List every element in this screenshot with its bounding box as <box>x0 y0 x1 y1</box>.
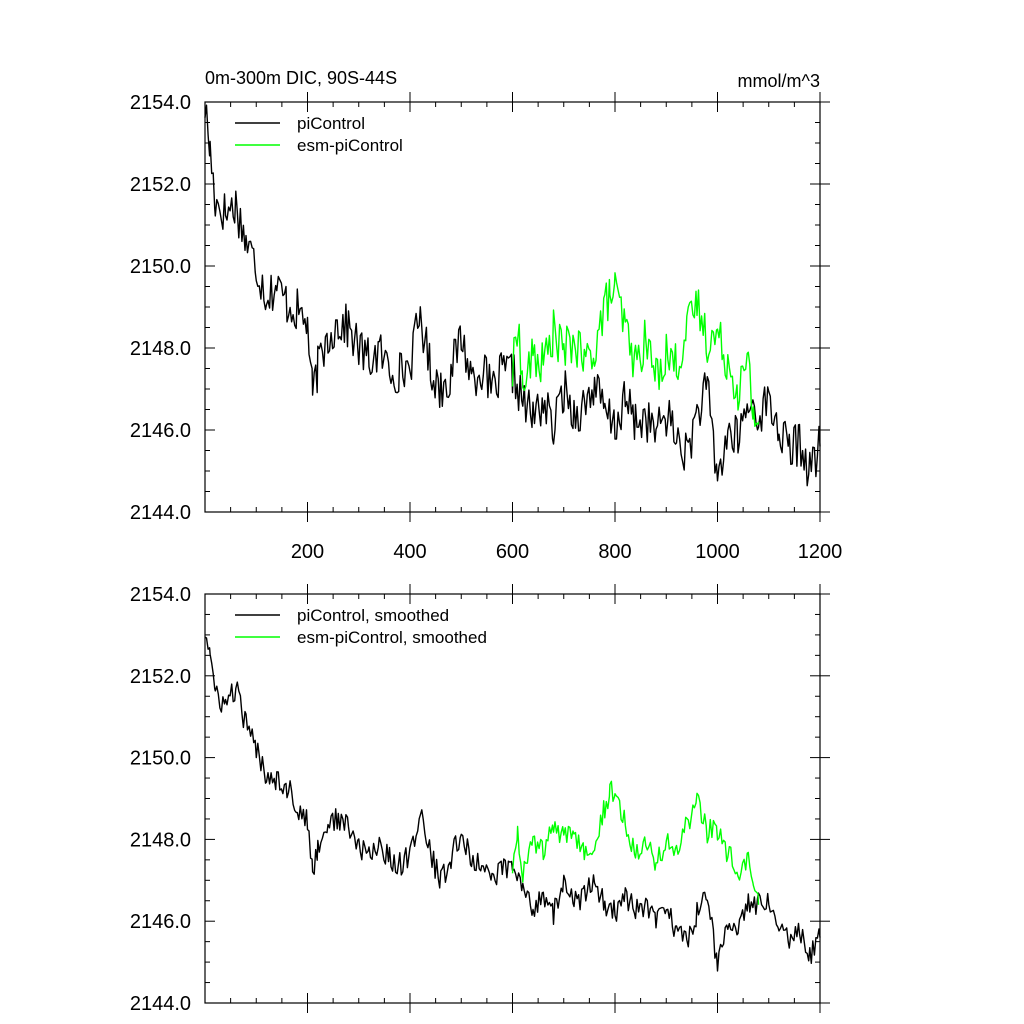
y-tick-label: 2150.0 <box>130 748 191 770</box>
legend-label: esm-piControl, smoothed <box>297 628 487 647</box>
y-tick-label: 2146.0 <box>130 420 191 442</box>
legend-label: piControl, smoothed <box>297 606 449 625</box>
x-tick-label: 600 <box>496 541 529 563</box>
chart-title: 0m-300m DIC, 90S-44S <box>205 68 397 88</box>
y-tick-label: 2152.0 <box>130 174 191 196</box>
y-tick-label: 2150.0 <box>130 256 191 278</box>
x-tick-label: 200 <box>291 541 324 563</box>
y-tick-label: 2148.0 <box>130 338 191 360</box>
y-tick-label: 2154.0 <box>130 92 191 114</box>
y-tick-label: 2148.0 <box>130 829 191 851</box>
plot-frame <box>204 593 821 1004</box>
x-tick-label: 800 <box>598 541 631 563</box>
legend-label: esm-piControl <box>297 136 403 155</box>
chart-units: mmol/m^3 <box>738 71 820 91</box>
y-tick-label: 2152.0 <box>130 666 191 688</box>
x-tick-label: 400 <box>393 541 426 563</box>
y-tick-label: 2146.0 <box>130 911 191 933</box>
series-line-2 <box>511 272 760 427</box>
chart-panel-2: 2144.0 2146.0 2148.0 2150.0 2152.0 2154.0 piCo… <box>130 584 830 1015</box>
series-line-1 <box>204 636 821 972</box>
x-tick-label: 1200 <box>798 541 843 563</box>
series-line-1 <box>204 104 821 487</box>
y-tick-label: 2144.0 <box>130 993 191 1015</box>
y-tick-label: 2154.0 <box>130 584 191 606</box>
series-line-2 <box>511 780 760 905</box>
x-tick-label: 1000 <box>695 541 740 563</box>
legend-label: piControl <box>297 114 365 133</box>
y-tick-label: 2144.0 <box>130 502 191 524</box>
chart-panel-1: 200 400 600 800 1000 1200 2144.0 2146.0 2148.0 21… <box>130 68 842 563</box>
